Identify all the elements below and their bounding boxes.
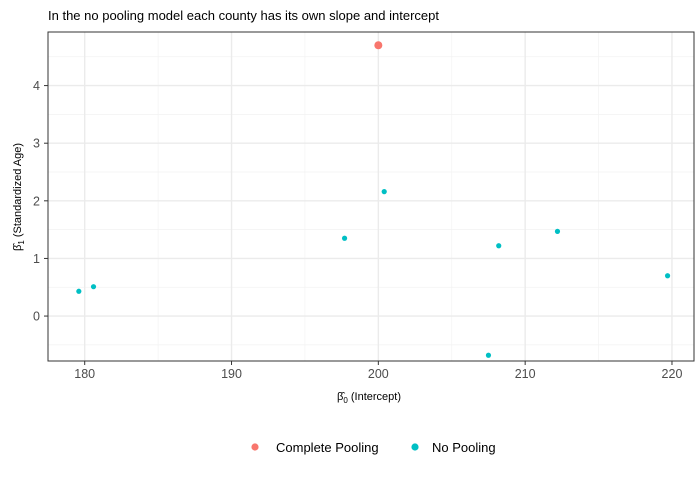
no-pooling-point bbox=[485, 352, 492, 358]
y-axis-label: β̂1 (Standardized Age) bbox=[12, 143, 26, 251]
y-axis-label-subscript: 1 bbox=[17, 240, 26, 245]
legend-label-no-pooling: No Pooling bbox=[432, 440, 496, 455]
panel-border bbox=[47, 31, 695, 362]
y-axis-label-symbol: β̂ bbox=[12, 243, 24, 251]
y-tick-label: 4 bbox=[33, 79, 40, 93]
x-tick-label: 190 bbox=[221, 367, 242, 381]
legend-label-complete-pooling: Complete Pooling bbox=[276, 440, 379, 455]
legend-key-no-pooling bbox=[411, 443, 419, 451]
no-pooling-point bbox=[664, 273, 671, 279]
y-axis-label-text: (Standardized Age) bbox=[12, 143, 24, 240]
y-tick-label: 2 bbox=[33, 194, 40, 208]
no-pooling-point bbox=[381, 189, 387, 195]
chart-title: In the no pooling model each county has … bbox=[48, 8, 439, 23]
y-tick-label: 3 bbox=[33, 137, 40, 151]
x-axis-label: β̂0 (Intercept) bbox=[337, 391, 401, 405]
plot-area: 180 190 200 210 220 0 1 2 3 4 bbox=[33, 31, 695, 381]
complete-pooling-point bbox=[374, 41, 383, 50]
x-tick-label: 210 bbox=[515, 367, 536, 381]
y-tick-label: 1 bbox=[33, 252, 40, 266]
legend: Complete Pooling No Pooling bbox=[251, 440, 496, 455]
no-pooling-point bbox=[90, 284, 97, 290]
x-tick-label: 220 bbox=[662, 367, 683, 381]
legend-key-complete-pooling bbox=[251, 443, 259, 451]
no-pooling-point bbox=[554, 228, 561, 234]
x-tick-label: 180 bbox=[74, 367, 95, 381]
x-axis-label-symbol: β̂ bbox=[337, 391, 345, 403]
x-axis-label-text: (Intercept) bbox=[348, 391, 401, 403]
no-pooling-point bbox=[76, 288, 82, 294]
no-pooling-point bbox=[496, 243, 502, 249]
y-tick-label: 0 bbox=[33, 310, 40, 324]
x-tick-label: 200 bbox=[368, 367, 389, 381]
no-pooling-point bbox=[341, 235, 348, 241]
x-axis-label-subscript: 0 bbox=[343, 396, 348, 405]
